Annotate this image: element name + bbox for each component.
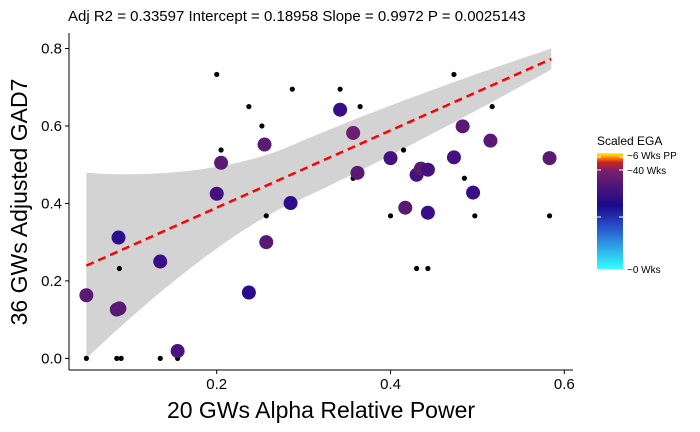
adjusted-data-point	[257, 137, 272, 152]
adjusted-data-point	[170, 344, 185, 359]
adjusted-data-point	[398, 200, 413, 215]
x-tick-label: 0.2	[206, 376, 227, 393]
raw-data-point	[116, 265, 122, 272]
raw-data-point	[118, 355, 124, 361]
adjusted-data-point	[466, 185, 481, 200]
x-tick-label: 0.6	[554, 376, 575, 393]
raw-data-point	[546, 213, 553, 219]
raw-data-point	[489, 103, 495, 110]
legend-label-0wks: ~0 Wks	[627, 265, 661, 276]
raw-data-point	[413, 265, 420, 272]
adjusted-data-point	[420, 205, 435, 220]
adjusted-data-point	[112, 301, 127, 316]
raw-data-point	[259, 123, 265, 129]
raw-data-point	[114, 355, 120, 361]
y-tick-label: 0.0	[41, 350, 62, 367]
y-tick-label: 0.4	[41, 195, 62, 212]
adjusted-data-point	[346, 125, 361, 140]
adjusted-data-point	[333, 102, 348, 117]
adjusted-data-point	[383, 151, 398, 166]
raw-data-point	[387, 213, 394, 219]
adjusted-data-point	[209, 186, 224, 201]
x-tick-label: 0.4	[380, 376, 401, 393]
y-tick-label: 0.2	[41, 273, 62, 290]
raw-data-point	[461, 175, 467, 181]
x-axis-title: 20 GWs Alpha Relative Power	[167, 397, 475, 423]
legend: Scaled EGA ~6 Wks PP ~40 Wks ~0 Wks	[597, 134, 677, 276]
raw-data-point	[425, 265, 431, 272]
raw-data-point	[246, 103, 252, 110]
raw-data-point	[83, 355, 89, 361]
adjusted-data-point	[483, 133, 498, 148]
raw-data-point	[289, 86, 295, 92]
y-tick-label: 0.8	[41, 40, 62, 57]
raw-data-point	[337, 86, 343, 92]
adjusted-data-point	[350, 165, 365, 180]
legend-colorbar	[597, 153, 623, 269]
adjusted-data-point	[111, 230, 126, 245]
legend-label-40wks: ~40 Wks	[627, 166, 666, 177]
adjusted-data-point	[446, 150, 461, 165]
adjusted-data-point	[214, 155, 229, 170]
confidence-band	[86, 48, 552, 359]
raw-data-point	[218, 147, 224, 153]
adjusted-data-point	[455, 119, 470, 134]
adjusted-data-point	[542, 151, 557, 166]
adjusted-data-point	[241, 285, 256, 300]
adjusted-data-point	[79, 288, 94, 303]
raw-data-point	[400, 147, 407, 153]
raw-data-point	[472, 213, 478, 219]
adjusted-data-point	[153, 254, 168, 269]
adjusted-data-point	[420, 162, 435, 177]
adjusted-data-point	[283, 196, 298, 211]
legend-title: Scaled EGA	[597, 134, 662, 148]
raw-data-point	[214, 71, 220, 78]
y-tick-label: 0.6	[41, 118, 62, 135]
regression-line	[85, 57, 552, 267]
raw-data-point	[357, 103, 363, 110]
legend-label-pp: ~6 Wks PP	[627, 151, 677, 162]
raw-data-point	[263, 213, 269, 219]
raw-data-point	[157, 355, 163, 361]
y-axis-title: 36 GWs Adjusted GAD7	[6, 79, 32, 326]
raw-data-point	[451, 71, 457, 78]
adjusted-data-point	[259, 235, 274, 250]
chart-title: Adj R2 = 0.33597 Intercept = 0.18958 Slo…	[68, 8, 526, 25]
